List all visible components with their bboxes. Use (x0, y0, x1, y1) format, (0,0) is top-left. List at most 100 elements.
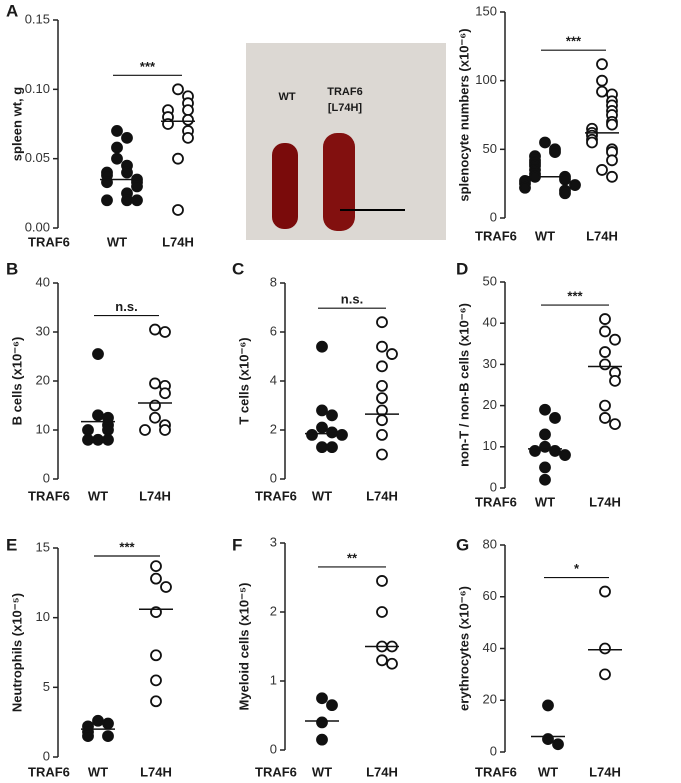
panel-letter: C (232, 259, 244, 278)
data-point (121, 194, 133, 207)
group-label: TRAF6 (475, 494, 517, 509)
y-tick-label: 0 (43, 470, 50, 485)
data-point (542, 699, 554, 712)
data-point (599, 668, 611, 681)
data-point (131, 180, 143, 193)
y-tick-label: 40 (483, 640, 497, 655)
data-point (599, 585, 611, 598)
y-axis-label: non-T / non-B cells (x10⁻⁶) (456, 303, 471, 467)
y-tick-label: 0 (270, 470, 277, 485)
y-tick-label: 10 (36, 609, 50, 624)
photo-label: WT (278, 91, 295, 103)
significance-label: n.s. (115, 299, 137, 314)
data-point (549, 146, 561, 158)
y-tick-label: 30 (36, 323, 50, 338)
x-tick-label: WT (312, 488, 332, 503)
data-point (386, 348, 398, 360)
data-point (596, 74, 608, 87)
data-point (159, 424, 171, 436)
y-axis-label: spleen wt, g (9, 87, 24, 161)
data-point (599, 325, 611, 338)
x-tick-label: L74H (140, 764, 172, 779)
data-point (326, 409, 338, 422)
photo-label: [L74H] (328, 102, 363, 114)
panel-letter: F (232, 535, 242, 554)
x-tick-label: L74H (139, 488, 171, 503)
y-tick-label: 0.05 (25, 150, 50, 165)
data-point (316, 340, 328, 353)
group-label: TRAF6 (255, 488, 297, 503)
panel-letter: A (6, 1, 18, 20)
data-point (586, 136, 598, 149)
data-point (596, 85, 608, 98)
data-point (549, 412, 561, 424)
x-tick-label: WT (88, 764, 108, 779)
y-tick-label: 50 (483, 273, 497, 288)
y-tick-label: 0 (43, 748, 50, 763)
data-point (82, 424, 94, 436)
data-point (606, 170, 618, 183)
y-tick-label: 0 (490, 209, 497, 224)
data-point (609, 374, 621, 387)
x-tick-label: WT (312, 764, 332, 779)
panel-letter: G (456, 535, 469, 554)
data-point (326, 441, 338, 454)
data-point (599, 358, 611, 371)
y-tick-label: 1 (270, 672, 277, 687)
y-tick-label: 2 (270, 603, 277, 618)
data-point (376, 448, 388, 461)
significance-label: *** (566, 34, 582, 49)
x-tick-label: WT (88, 488, 108, 503)
y-tick-label: 2 (270, 421, 277, 436)
x-tick-label: L74H (162, 234, 194, 249)
panel-letter: D (456, 259, 468, 278)
data-point (82, 730, 94, 742)
data-point (376, 316, 388, 329)
data-point (149, 411, 161, 424)
y-tick-label: 3 (270, 534, 277, 549)
significance-label: *** (140, 59, 156, 74)
group-label: TRAF6 (28, 234, 70, 249)
data-point (150, 695, 162, 708)
data-point (376, 654, 388, 667)
data-point (316, 404, 328, 417)
y-tick-label: 40 (36, 274, 50, 289)
data-point (599, 642, 611, 655)
y-tick-label: 0 (490, 479, 497, 494)
significance-label: ** (347, 550, 358, 565)
data-point (139, 424, 151, 436)
y-tick-label: 40 (483, 315, 497, 330)
x-tick-label: WT (538, 764, 558, 779)
x-tick-label: L74H (366, 488, 398, 503)
x-tick-label: WT (535, 228, 555, 243)
data-point (102, 424, 114, 436)
data-point (150, 572, 162, 585)
y-tick-label: 20 (483, 692, 497, 707)
data-point (121, 166, 133, 179)
data-point (559, 449, 571, 461)
data-point (606, 154, 618, 167)
y-tick-label: 10 (483, 438, 497, 453)
data-point (542, 733, 554, 745)
y-axis-label: splenocyte numbers (x10⁻⁶) (456, 28, 471, 201)
data-point (529, 445, 541, 457)
y-tick-label: 0.15 (25, 11, 50, 26)
x-tick-label: L74H (586, 228, 618, 243)
panel-letter: B (6, 259, 18, 278)
data-point (182, 131, 194, 144)
x-tick-label: WT (107, 234, 127, 249)
data-point (150, 560, 162, 573)
data-point (102, 433, 114, 446)
data-point (376, 392, 388, 405)
data-point (172, 204, 184, 216)
y-tick-label: 0.10 (25, 81, 50, 96)
data-point (92, 433, 104, 446)
data-point (149, 323, 161, 336)
y-tick-label: 50 (483, 141, 497, 156)
x-tick-label: L74H (366, 764, 398, 779)
group-label: TRAF6 (255, 764, 297, 779)
significance-label: * (574, 561, 580, 576)
data-point (150, 674, 162, 687)
data-point (559, 173, 571, 186)
